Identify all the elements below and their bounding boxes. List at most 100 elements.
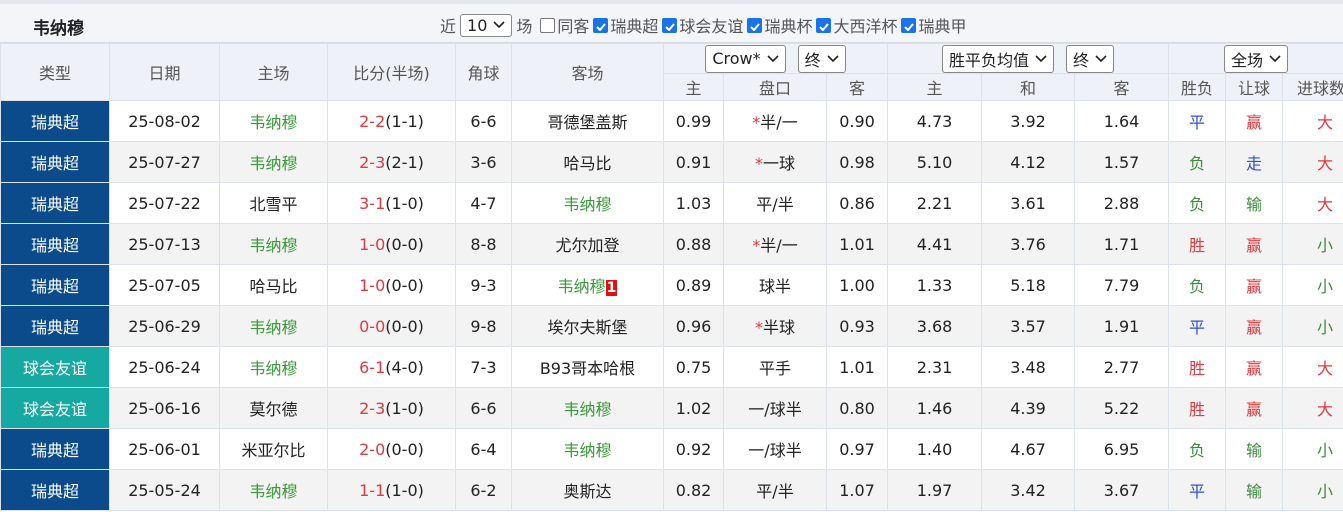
half-score: (1-0) bbox=[385, 193, 424, 213]
average-away: 7.79 bbox=[1103, 275, 1140, 295]
count-select[interactable]: 10 bbox=[460, 13, 513, 37]
date-cell: 25-06-01 bbox=[109, 428, 220, 470]
home-team: 哈马比 bbox=[249, 277, 298, 296]
result: 负 bbox=[1189, 195, 1206, 214]
chevron bbox=[596, 22, 607, 31]
handicap-result: 赢 bbox=[1246, 400, 1263, 419]
full-score: 1-0 bbox=[359, 234, 386, 254]
full-score: 2-2 bbox=[359, 111, 386, 131]
filter-checkbox[interactable]: 瑞典超 bbox=[593, 13, 658, 37]
match-date: 25-07-05 bbox=[128, 275, 201, 295]
filter-bar: 韦纳穆 近 10 场 同客 瑞典超 球会友谊 瑞典杯 大西洋杯 瑞典甲 bbox=[0, 0, 1343, 43]
handicap-result-cell: 赢 bbox=[1225, 387, 1284, 429]
away-team: B93哥本哈根 bbox=[539, 359, 636, 378]
result-cell: 胜 bbox=[1168, 346, 1227, 388]
goals-cell: 小 bbox=[1282, 428, 1343, 470]
handicap: 一/球半 bbox=[748, 441, 802, 460]
average-cell: 2.21 bbox=[887, 182, 983, 224]
subcolumn-header: 让球 bbox=[1225, 73, 1284, 101]
subcolumn-header: 客 bbox=[1074, 73, 1170, 101]
corners: 3-6 bbox=[470, 152, 497, 172]
corner-cell: 9-3 bbox=[455, 264, 512, 306]
checkbox bbox=[540, 17, 556, 33]
average-home: 2.21 bbox=[916, 193, 953, 213]
average-cell: 1.33 bbox=[887, 264, 983, 306]
chevron bbox=[827, 54, 839, 62]
match-date: 25-06-01 bbox=[128, 439, 201, 459]
average-home: 5.10 bbox=[916, 152, 953, 172]
average-draw: 4.67 bbox=[1010, 439, 1046, 459]
match-row: 瑞典超 25-07-05 哈马比 1-0(0-0) 9-3 韦纳穆1 0.89 球半 1.00 1… bbox=[0, 264, 1343, 306]
type-cell: 瑞典超 bbox=[0, 100, 110, 142]
corner-cell: 4-7 bbox=[455, 182, 512, 224]
average-cell: 3.61 bbox=[981, 182, 1076, 224]
filter-checkbox[interactable]: 大西洋杯 bbox=[816, 13, 897, 37]
date-cell: 25-06-24 bbox=[109, 346, 220, 388]
result-select[interactable]: 全场 bbox=[1224, 44, 1289, 73]
average-cell: 1.71 bbox=[1074, 223, 1170, 265]
column-header: 日期 bbox=[109, 43, 220, 101]
chevron bbox=[750, 22, 761, 31]
odds-cell: 0.98 bbox=[825, 141, 889, 183]
filter-checkbox[interactable]: 瑞典甲 bbox=[901, 13, 966, 37]
result-cell: 胜 bbox=[1168, 387, 1227, 429]
average-cell: 1.64 bbox=[1074, 100, 1170, 142]
home-cell: 韦纳穆 bbox=[219, 100, 328, 142]
handicap-cell: 一/球半 bbox=[723, 428, 827, 470]
odds-cell: 1.00 bbox=[825, 264, 889, 306]
corner-cell: 3-6 bbox=[455, 141, 512, 183]
odds-away: 0.90 bbox=[839, 111, 875, 131]
average-cell: 1.40 bbox=[887, 428, 983, 470]
filter-checkbox[interactable]: 球会友谊 bbox=[662, 13, 743, 37]
date-cell: 25-06-29 bbox=[109, 305, 220, 347]
filter-checkbox[interactable]: 瑞典杯 bbox=[747, 13, 812, 37]
away-cell: 哈马比 bbox=[511, 141, 664, 183]
goals-result: 小 bbox=[1317, 318, 1334, 337]
away-team: 韦纳穆 bbox=[557, 277, 606, 296]
average-cell: 3.42 bbox=[981, 469, 1076, 511]
odds-away: 1.01 bbox=[839, 357, 875, 377]
away-team: 奥斯达 bbox=[563, 482, 612, 501]
goals-cell: 小 bbox=[1282, 264, 1343, 306]
match-date: 25-07-22 bbox=[128, 193, 201, 213]
average-select[interactable]: 终 bbox=[1066, 44, 1115, 73]
goals-cell: 小 bbox=[1282, 305, 1343, 347]
subcolumn-header: 进球数 bbox=[1282, 73, 1343, 101]
odds-select[interactable]: 终 bbox=[797, 44, 846, 73]
result-cell: 胜 bbox=[1168, 223, 1227, 265]
odds-cell: 1.01 bbox=[825, 346, 889, 388]
subcolumn-header: 和 bbox=[981, 73, 1076, 101]
odds-away: 0.97 bbox=[839, 439, 875, 459]
checkbox bbox=[593, 17, 609, 33]
average-away: 2.77 bbox=[1103, 357, 1140, 377]
select-group: Crow* 终 bbox=[665, 44, 887, 73]
subcolumn-header: 主 bbox=[663, 73, 724, 101]
score-cell: 1-1(1-0) bbox=[327, 469, 456, 511]
match-date: 25-07-13 bbox=[128, 234, 201, 254]
away-cell: 尤尔加登 bbox=[511, 223, 664, 265]
average-select[interactable]: 胜平负均值 bbox=[942, 44, 1055, 73]
handicap: 平/半 bbox=[756, 195, 794, 214]
odds-cell: 0.88 bbox=[663, 223, 724, 265]
corners: 6-2 bbox=[470, 480, 497, 500]
average-draw: 3.92 bbox=[1010, 111, 1046, 131]
odds-home: 0.75 bbox=[675, 357, 712, 377]
result-select-value: 全场 bbox=[1231, 50, 1264, 70]
away-team: 哈马比 bbox=[563, 154, 612, 173]
average-home: 1.40 bbox=[916, 439, 953, 459]
odds-cell: 0.86 bbox=[825, 182, 889, 224]
result-group-header: 全场 bbox=[1168, 43, 1343, 74]
odds-select[interactable]: Crow* bbox=[705, 44, 786, 73]
average-away: 3.67 bbox=[1103, 480, 1140, 500]
match-row: 瑞典超 25-06-29 韦纳穆 0-0(0-0) 9-8 埃尔夫斯堡 0.96 *半球 0.9… bbox=[0, 305, 1343, 347]
result-cell: 负 bbox=[1168, 182, 1227, 224]
handicap: 一球 bbox=[762, 154, 795, 173]
handicap-cell: *一球 bbox=[723, 141, 827, 183]
match-type: 瑞典超 bbox=[30, 277, 79, 296]
home-team: 韦纳穆 bbox=[249, 154, 298, 173]
average-cell: 2.77 bbox=[1074, 346, 1170, 388]
odds-group-header: Crow* 终 bbox=[662, 43, 889, 74]
match-row: 瑞典超 25-06-01 米亚尔比 2-0(0-0) 6-4 韦纳穆 0.92 一/球半 0.9… bbox=[0, 428, 1343, 470]
filter-checkbox[interactable]: 同客 bbox=[540, 13, 589, 37]
